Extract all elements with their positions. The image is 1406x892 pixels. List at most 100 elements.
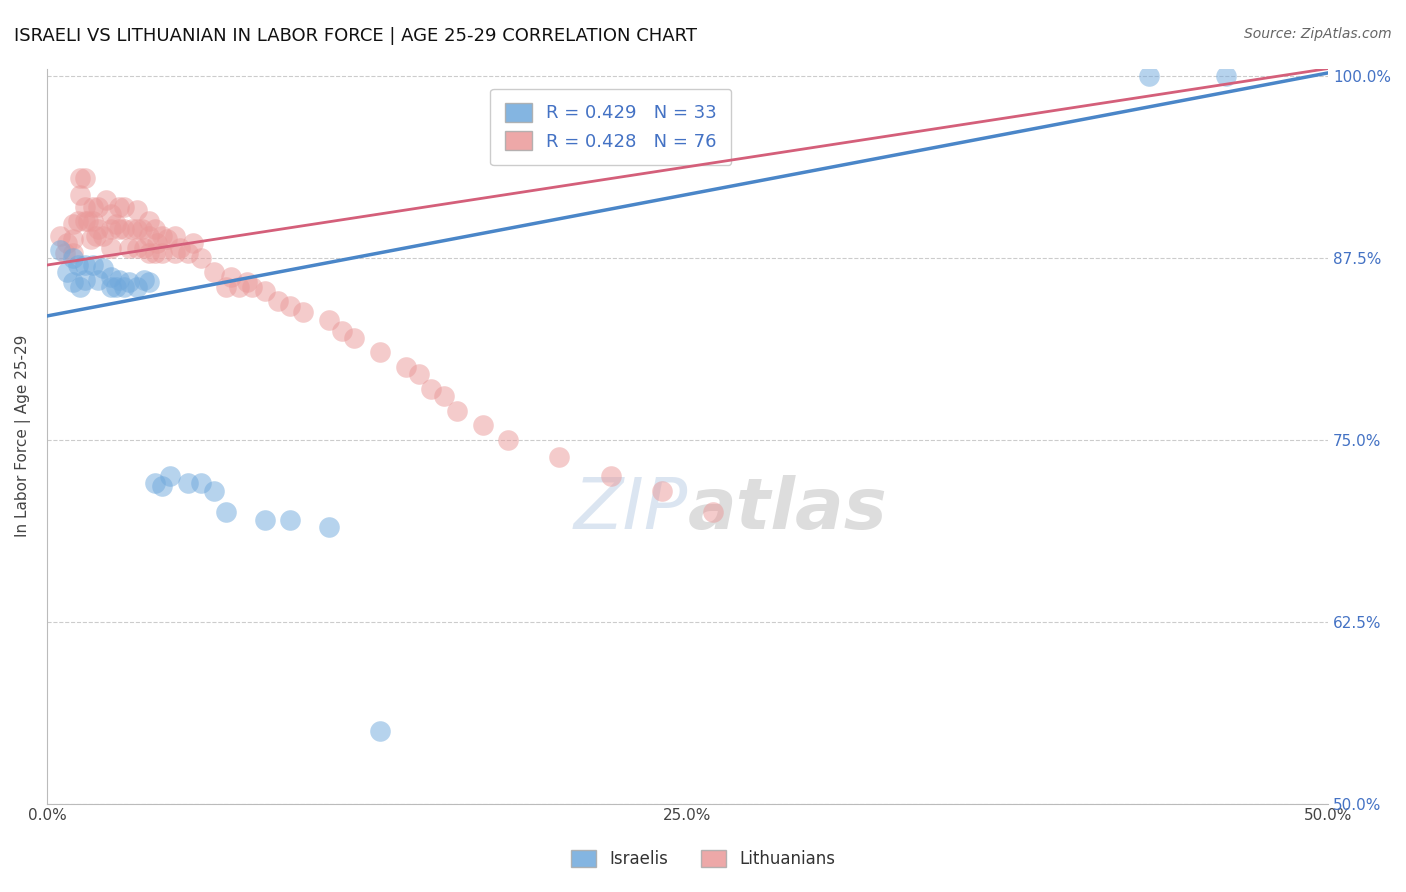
Legend: Israelis, Lithuanians: Israelis, Lithuanians	[564, 843, 842, 875]
Point	[177, 246, 200, 260]
Point	[112, 221, 135, 235]
Point	[56, 265, 79, 279]
Point	[121, 221, 143, 235]
Point	[599, 469, 621, 483]
Point	[150, 246, 173, 260]
Point	[280, 299, 302, 313]
Point	[446, 403, 468, 417]
Point	[56, 236, 79, 251]
Point	[138, 276, 160, 290]
Point	[131, 221, 153, 235]
Point	[94, 193, 117, 207]
Point	[202, 265, 225, 279]
Text: atlas: atlas	[688, 475, 887, 544]
Point	[100, 241, 122, 255]
Point	[177, 476, 200, 491]
Point	[318, 520, 340, 534]
Point	[87, 200, 110, 214]
Point	[134, 241, 156, 255]
Point	[420, 382, 443, 396]
Point	[100, 207, 122, 221]
Point	[330, 324, 353, 338]
Point	[138, 228, 160, 243]
Point	[93, 228, 115, 243]
Point	[165, 228, 187, 243]
Point	[112, 200, 135, 214]
Point	[75, 214, 97, 228]
Point	[66, 258, 89, 272]
Text: ISRAELI VS LITHUANIAN IN LABOR FORCE | AGE 25-29 CORRELATION CHART: ISRAELI VS LITHUANIAN IN LABOR FORCE | A…	[14, 27, 697, 45]
Point	[87, 272, 110, 286]
Point	[62, 246, 84, 260]
Point	[280, 513, 302, 527]
Point	[75, 272, 97, 286]
Point	[69, 280, 91, 294]
Point	[82, 258, 104, 272]
Point	[53, 246, 76, 260]
Point	[181, 236, 204, 251]
Point	[79, 232, 101, 246]
Point	[548, 450, 571, 465]
Point	[408, 368, 430, 382]
Point	[62, 217, 84, 231]
Point	[105, 280, 128, 294]
Point	[156, 232, 179, 246]
Point	[368, 723, 391, 738]
Text: ZIP: ZIP	[574, 475, 688, 544]
Point	[1215, 69, 1237, 83]
Point	[100, 269, 122, 284]
Point	[343, 331, 366, 345]
Point	[150, 479, 173, 493]
Point	[165, 246, 187, 260]
Point	[368, 345, 391, 359]
Point	[266, 294, 288, 309]
Point	[66, 214, 89, 228]
Point	[125, 221, 148, 235]
Point	[84, 228, 107, 243]
Point	[49, 228, 72, 243]
Point	[112, 280, 135, 294]
Point	[395, 359, 418, 374]
Point	[75, 258, 97, 272]
Point	[118, 241, 141, 255]
Point	[125, 280, 148, 294]
Point	[318, 313, 340, 327]
Point	[75, 200, 97, 214]
Point	[87, 221, 110, 235]
Point	[253, 284, 276, 298]
Point	[100, 221, 122, 235]
Point	[107, 272, 129, 286]
Text: Source: ZipAtlas.com: Source: ZipAtlas.com	[1244, 27, 1392, 41]
Point	[69, 170, 91, 185]
Point	[471, 418, 494, 433]
Point	[236, 276, 259, 290]
Point	[143, 476, 166, 491]
Point	[82, 200, 104, 214]
Point	[433, 389, 456, 403]
Point	[100, 280, 122, 294]
Point	[240, 280, 263, 294]
Point	[93, 260, 115, 275]
Point	[143, 221, 166, 235]
Point	[125, 202, 148, 217]
Point	[107, 221, 129, 235]
Point	[159, 469, 181, 483]
Point	[1137, 69, 1160, 83]
Y-axis label: In Labor Force | Age 25-29: In Labor Force | Age 25-29	[15, 334, 31, 537]
Point	[77, 214, 100, 228]
Point	[496, 433, 519, 447]
Point	[215, 280, 238, 294]
Point	[134, 272, 156, 286]
Point	[82, 214, 104, 228]
Point	[143, 246, 166, 260]
Point	[215, 506, 238, 520]
Point	[69, 188, 91, 202]
Point	[202, 483, 225, 498]
Point	[125, 241, 148, 255]
Point	[190, 476, 212, 491]
Point	[75, 170, 97, 185]
Point	[62, 251, 84, 265]
Point	[107, 200, 129, 214]
Legend: R = 0.429   N = 33, R = 0.428   N = 76: R = 0.429 N = 33, R = 0.428 N = 76	[491, 88, 731, 165]
Point	[118, 276, 141, 290]
